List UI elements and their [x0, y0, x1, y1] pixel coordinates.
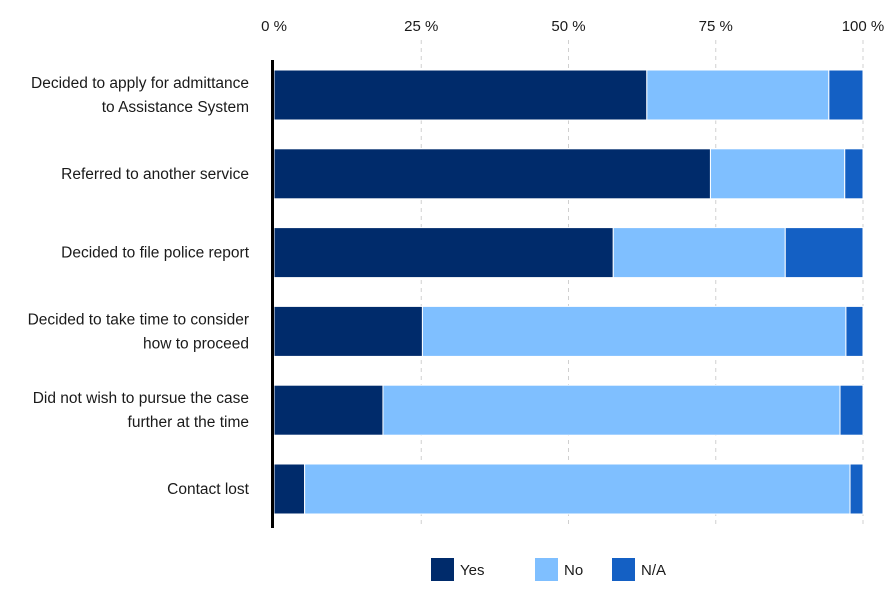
bar-segment-yes-2 — [273, 227, 614, 279]
x-axis-ticks: 0 % 25 % 50 % 75 % 100 % — [261, 18, 884, 35]
legend-label: Yes — [460, 562, 484, 579]
category-label: Did not wish to pursue the case — [33, 390, 249, 407]
bar-segment-no-2 — [612, 227, 786, 279]
bar-segment-na-1 — [844, 148, 864, 200]
bar-segment-no-5 — [304, 463, 851, 515]
category-label: to Assistance System — [102, 99, 249, 116]
legend-swatch-na — [612, 558, 635, 581]
bar-segment-yes-5 — [273, 463, 306, 515]
bar-segment-no-1 — [709, 148, 846, 200]
bar-segment-na-5 — [849, 463, 864, 515]
category-label: how to proceed — [143, 335, 249, 352]
bar-segment-na-0 — [828, 69, 864, 121]
legend-label: N/A — [641, 562, 666, 579]
category-label: Decided to apply for admittance — [31, 75, 249, 92]
category-label: Decided to file police report — [61, 245, 250, 262]
x-tick-label: 25 % — [404, 18, 438, 35]
bar-segment-no-3 — [421, 305, 847, 357]
bar-segment-yes-3 — [273, 305, 423, 357]
legend: Yes No N/A — [431, 558, 666, 581]
bars — [273, 69, 864, 515]
bar-segment-na-3 — [845, 305, 864, 357]
bar-segment-yes-1 — [273, 148, 711, 200]
category-label: Referred to another service — [61, 166, 249, 183]
bar-segment-yes-0 — [273, 69, 648, 121]
legend-swatch-no — [535, 558, 558, 581]
x-tick-label: 0 % — [261, 18, 287, 35]
category-labels: Decided to apply for admittance to Assist… — [28, 75, 250, 498]
bar-segment-na-4 — [839, 384, 864, 436]
bar-segment-yes-4 — [273, 384, 384, 436]
category-label: Contact lost — [167, 481, 250, 498]
x-tick-label: 75 % — [699, 18, 733, 35]
legend-label: No — [564, 562, 583, 579]
x-tick-label: 100 % — [842, 18, 885, 35]
category-label: Decided to take time to consider — [28, 311, 249, 328]
legend-swatch-yes — [431, 558, 454, 581]
bar-segment-no-0 — [646, 69, 830, 121]
grid-lines — [420, 40, 864, 528]
category-label: further at the time — [128, 414, 249, 431]
bar-segment-na-2 — [784, 227, 864, 279]
x-tick-label: 50 % — [551, 18, 585, 35]
bar-segment-no-4 — [382, 384, 841, 436]
